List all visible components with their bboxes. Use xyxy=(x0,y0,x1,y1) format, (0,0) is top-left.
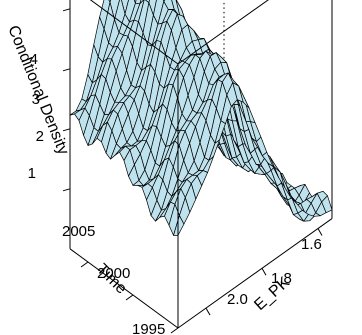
x-tick-label: 1995 xyxy=(132,321,165,335)
y-tick-label: 1.6 xyxy=(301,236,322,253)
z-tick-label: 3 xyxy=(32,91,40,108)
y-tick-label: 2.0 xyxy=(227,291,248,308)
z-tick-mark xyxy=(62,128,71,132)
plot-box-front-edges xyxy=(62,0,333,329)
z-tick-mark xyxy=(62,68,71,72)
z-tick-label: 2 xyxy=(36,128,44,145)
z-tick-mark xyxy=(62,8,71,12)
box-edge xyxy=(89,0,179,65)
y-tick-mark xyxy=(317,228,323,236)
x-tick-mark xyxy=(170,327,179,334)
y-tick-label: 1.8 xyxy=(271,270,292,287)
y-tick-mark xyxy=(261,268,267,276)
axis-ticks xyxy=(80,228,323,334)
box-edge xyxy=(177,0,269,65)
density-surface xyxy=(69,0,333,236)
box-edge xyxy=(177,218,333,329)
y-tick-mark xyxy=(205,307,211,316)
z-tick-label: 1 xyxy=(28,165,36,182)
z-tick-mark xyxy=(62,188,71,192)
x-tick-mark xyxy=(125,294,134,301)
x-tick-label: 2005 xyxy=(62,223,95,240)
surface-facet xyxy=(173,215,185,236)
z-tick-label: 4 xyxy=(30,51,38,68)
x-tick-label: 2000 xyxy=(97,265,130,282)
x-tick-mark xyxy=(80,261,89,268)
